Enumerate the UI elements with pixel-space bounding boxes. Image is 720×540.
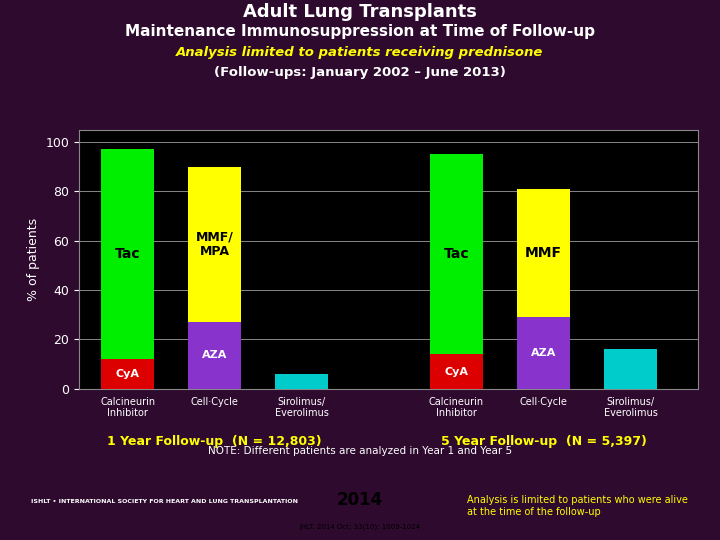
- Text: Maintenance Immunosuppression at Time of Follow-up: Maintenance Immunosuppression at Time of…: [125, 24, 595, 39]
- Text: 5 Year Follow-up  (N = 5,397): 5 Year Follow-up (N = 5,397): [441, 435, 647, 448]
- Bar: [188, 322, 241, 389]
- Text: NOTE: Different patients are analyzed in Year 1 and Year 5: NOTE: Different patients are analyzed in…: [208, 446, 512, 456]
- Text: Adult Lung Transplants: Adult Lung Transplants: [243, 3, 477, 21]
- Text: MMF/
MPA: MMF/ MPA: [196, 231, 233, 258]
- Text: Cell·Cycle: Cell·Cycle: [520, 397, 567, 407]
- Text: AZA: AZA: [531, 348, 557, 358]
- Text: MMF: MMF: [525, 246, 562, 260]
- Text: Analysis is limited to patients who were alive
at the time of the follow-up: Analysis is limited to patients who were…: [467, 495, 688, 517]
- Bar: [430, 154, 483, 354]
- Text: Calcineurin
Inhibitor: Calcineurin Inhibitor: [429, 397, 484, 418]
- Bar: [101, 359, 154, 389]
- Bar: [188, 167, 241, 322]
- Text: CyA: CyA: [444, 367, 469, 376]
- Text: Calcineurin
Inhibitor: Calcineurin Inhibitor: [100, 397, 155, 418]
- Text: JHLT. 2014 Oct; 33(10): 1009-1024: JHLT. 2014 Oct; 33(10): 1009-1024: [300, 523, 420, 530]
- Bar: [275, 374, 328, 389]
- Text: Sirolimus/
Everolimus: Sirolimus/ Everolimus: [604, 397, 657, 418]
- Text: Analysis limited to patients receiving prednisone: Analysis limited to patients receiving p…: [176, 46, 544, 59]
- Bar: [517, 317, 570, 389]
- Text: Tac: Tac: [114, 247, 140, 261]
- Text: Tac: Tac: [444, 247, 469, 261]
- Text: 2014: 2014: [337, 491, 383, 509]
- Y-axis label: % of patients: % of patients: [27, 218, 40, 301]
- Text: 1 Year Follow-up  (N = 12,803): 1 Year Follow-up (N = 12,803): [107, 435, 322, 448]
- Bar: [517, 189, 570, 317]
- Text: AZA: AZA: [202, 350, 228, 361]
- Text: CyA: CyA: [116, 369, 140, 379]
- Text: (Follow-ups: January 2002 – June 2013): (Follow-ups: January 2002 – June 2013): [214, 66, 506, 79]
- Text: ISHLT • INTERNATIONAL SOCIETY FOR HEART AND LUNG TRANSPLANTATION: ISHLT • INTERNATIONAL SOCIETY FOR HEART …: [31, 499, 298, 504]
- Text: Sirolimus/
Everolimus: Sirolimus/ Everolimus: [275, 397, 328, 418]
- Bar: [604, 349, 657, 389]
- Text: Cell·Cycle: Cell·Cycle: [191, 397, 238, 407]
- Bar: [101, 150, 154, 359]
- Bar: [430, 354, 483, 389]
